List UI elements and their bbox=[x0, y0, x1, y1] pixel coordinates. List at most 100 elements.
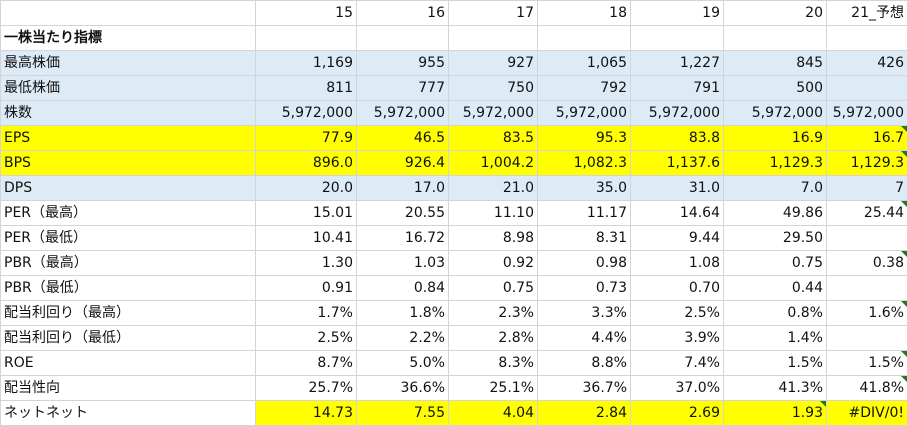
cell[interactable]: 5,972,000 bbox=[357, 101, 449, 126]
cell[interactable]: 896.0 bbox=[256, 151, 357, 176]
cell[interactable]: 8.3% bbox=[449, 351, 538, 376]
cell[interactable]: 5,972,000 bbox=[827, 101, 907, 126]
cell[interactable] bbox=[256, 26, 357, 51]
cell[interactable]: 7.55 bbox=[357, 401, 449, 426]
cell[interactable]: 1.5% bbox=[724, 351, 827, 376]
cell[interactable]: 15.01 bbox=[256, 201, 357, 226]
cell[interactable]: 49.86 bbox=[724, 201, 827, 226]
year-header-20[interactable]: 20 bbox=[724, 1, 827, 26]
cell[interactable]: 1.93 bbox=[724, 401, 827, 426]
cell[interactable]: 7.0 bbox=[724, 176, 827, 201]
cell[interactable]: 14.64 bbox=[631, 201, 724, 226]
cell[interactable]: 11.10 bbox=[449, 201, 538, 226]
row-label[interactable]: 最低株価 bbox=[1, 76, 256, 101]
cell[interactable]: 25.1% bbox=[449, 376, 538, 401]
cell[interactable] bbox=[827, 326, 907, 351]
cell[interactable]: 792 bbox=[538, 76, 631, 101]
row-label[interactable]: ネットネット bbox=[1, 401, 256, 426]
row-label[interactable]: EPS bbox=[1, 126, 256, 151]
cell[interactable]: 9.44 bbox=[631, 226, 724, 251]
cell[interactable]: 25.44 bbox=[827, 201, 907, 226]
cell[interactable] bbox=[827, 226, 907, 251]
cell[interactable]: 750 bbox=[449, 76, 538, 101]
cell[interactable]: 16.9 bbox=[724, 126, 827, 151]
cell[interactable]: 21.0 bbox=[449, 176, 538, 201]
row-label[interactable]: 株数 bbox=[1, 101, 256, 126]
row-label[interactable]: PER（最高） bbox=[1, 201, 256, 226]
cell[interactable]: 845 bbox=[724, 51, 827, 76]
cell[interactable]: 41.8% bbox=[827, 376, 907, 401]
cell-error[interactable]: #DIV/0! bbox=[827, 401, 907, 426]
cell[interactable]: 1,082.3 bbox=[538, 151, 631, 176]
cell[interactable]: 1,137.6 bbox=[631, 151, 724, 176]
row-label[interactable]: 配当利回り（最高） bbox=[1, 301, 256, 326]
row-label[interactable]: PBR（最低） bbox=[1, 276, 256, 301]
cell[interactable]: 2.2% bbox=[357, 326, 449, 351]
cell[interactable]: 1,169 bbox=[256, 51, 357, 76]
cell[interactable]: 17.0 bbox=[357, 176, 449, 201]
cell[interactable]: 0.38 bbox=[827, 251, 907, 276]
cell[interactable]: 83.8 bbox=[631, 126, 724, 151]
row-label[interactable]: 配当利回り（最低） bbox=[1, 326, 256, 351]
cell[interactable]: 4.04 bbox=[449, 401, 538, 426]
cell[interactable]: 8.98 bbox=[449, 226, 538, 251]
cell[interactable]: 1.7% bbox=[256, 301, 357, 326]
cell[interactable]: 8.7% bbox=[256, 351, 357, 376]
cell[interactable]: 1.08 bbox=[631, 251, 724, 276]
row-label[interactable]: PER（最低） bbox=[1, 226, 256, 251]
cell[interactable]: 1.5% bbox=[827, 351, 907, 376]
cell[interactable]: 0.98 bbox=[538, 251, 631, 276]
cell[interactable]: 2.8% bbox=[449, 326, 538, 351]
cell[interactable]: 1,129.3 bbox=[724, 151, 827, 176]
cell[interactable]: 14.73 bbox=[256, 401, 357, 426]
year-header-18[interactable]: 18 bbox=[538, 1, 631, 26]
cell[interactable]: 0.84 bbox=[357, 276, 449, 301]
cell[interactable]: 0.92 bbox=[449, 251, 538, 276]
cell[interactable]: 927 bbox=[449, 51, 538, 76]
cell[interactable]: 5.0% bbox=[357, 351, 449, 376]
cell[interactable]: 8.8% bbox=[538, 351, 631, 376]
cell[interactable]: 0.8% bbox=[724, 301, 827, 326]
cell[interactable]: 5,972,000 bbox=[256, 101, 357, 126]
cell[interactable]: 11.17 bbox=[538, 201, 631, 226]
cell[interactable]: 7.4% bbox=[631, 351, 724, 376]
cell[interactable]: 777 bbox=[357, 76, 449, 101]
cell-corner[interactable] bbox=[1, 1, 256, 26]
cell[interactable]: 791 bbox=[631, 76, 724, 101]
cell[interactable]: 500 bbox=[724, 76, 827, 101]
cell[interactable]: 1.03 bbox=[357, 251, 449, 276]
year-header-16[interactable]: 16 bbox=[357, 1, 449, 26]
cell[interactable]: 16.7 bbox=[827, 126, 907, 151]
cell[interactable]: 1.4% bbox=[724, 326, 827, 351]
cell[interactable]: 10.41 bbox=[256, 226, 357, 251]
cell[interactable]: 955 bbox=[357, 51, 449, 76]
cell[interactable]: 41.3% bbox=[724, 376, 827, 401]
cell[interactable]: 3.3% bbox=[538, 301, 631, 326]
cell[interactable]: 0.75 bbox=[449, 276, 538, 301]
cell[interactable]: 0.73 bbox=[538, 276, 631, 301]
year-header-15[interactable]: 15 bbox=[256, 1, 357, 26]
cell[interactable]: 5,972,000 bbox=[449, 101, 538, 126]
cell[interactable]: 25.7% bbox=[256, 376, 357, 401]
row-label[interactable]: BPS bbox=[1, 151, 256, 176]
cell[interactable]: 77.9 bbox=[256, 126, 357, 151]
cell[interactable] bbox=[724, 26, 827, 51]
cell[interactable]: 7 bbox=[827, 176, 907, 201]
cell[interactable]: 0.75 bbox=[724, 251, 827, 276]
cell[interactable]: 1,004.2 bbox=[449, 151, 538, 176]
cell[interactable] bbox=[538, 26, 631, 51]
cell[interactable]: 926.4 bbox=[357, 151, 449, 176]
cell[interactable]: 1.6% bbox=[827, 301, 907, 326]
cell[interactable]: 1,227 bbox=[631, 51, 724, 76]
row-label[interactable]: 一株当たり指標 bbox=[1, 26, 256, 51]
cell[interactable]: 0.91 bbox=[256, 276, 357, 301]
cell[interactable]: 2.69 bbox=[631, 401, 724, 426]
cell[interactable]: 20.0 bbox=[256, 176, 357, 201]
year-header-19[interactable]: 19 bbox=[631, 1, 724, 26]
cell[interactable]: 1,065 bbox=[538, 51, 631, 76]
cell[interactable]: 16.72 bbox=[357, 226, 449, 251]
row-label[interactable]: 配当性向 bbox=[1, 376, 256, 401]
cell[interactable]: 95.3 bbox=[538, 126, 631, 151]
cell[interactable]: 36.7% bbox=[538, 376, 631, 401]
cell[interactable] bbox=[357, 26, 449, 51]
